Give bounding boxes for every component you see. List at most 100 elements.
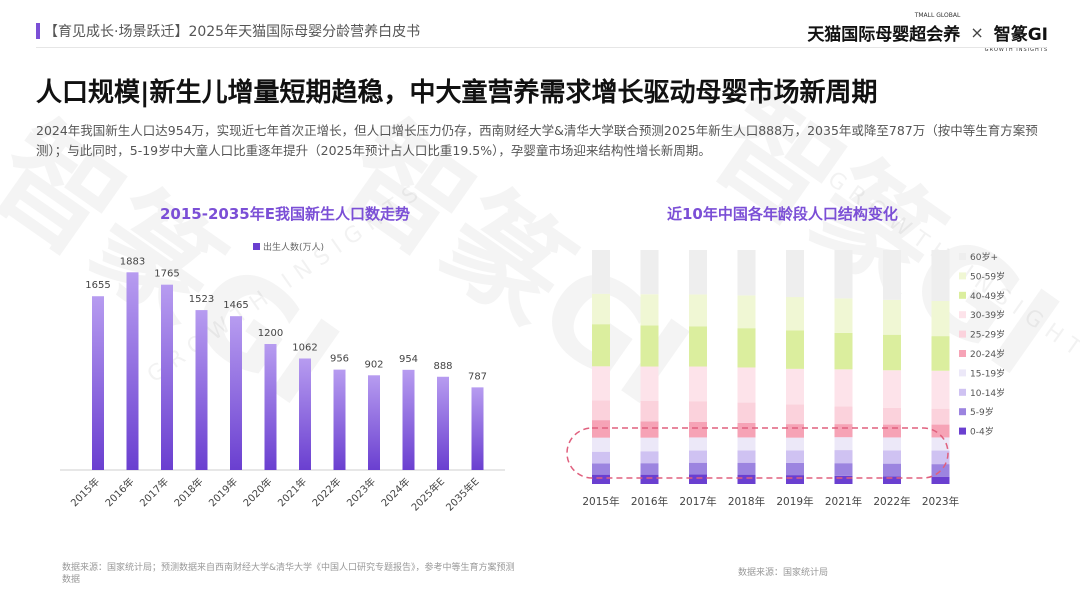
x-tick-label: 2019年	[776, 495, 813, 508]
stack-segment	[786, 404, 804, 425]
stack-segment	[737, 450, 756, 463]
stack-segment	[786, 424, 804, 438]
stack-segment	[737, 328, 756, 368]
bar	[264, 344, 277, 470]
stack-segment	[786, 450, 804, 463]
data-label: 1883	[120, 256, 145, 267]
stack-segment	[883, 476, 901, 484]
legend-label: 10-14岁	[970, 387, 1005, 399]
stack-segment	[786, 330, 804, 369]
stack-segment	[834, 250, 853, 299]
stack-segment	[592, 437, 610, 452]
data-label: 956	[330, 354, 349, 365]
stack-segment	[640, 463, 659, 475]
bar	[161, 284, 173, 470]
legend-swatch	[959, 311, 966, 319]
stack-segment	[883, 437, 901, 451]
page-title: 人口规模|新生儿增量短期趋稳，中大童营养需求增长驱动母婴市场新周期	[36, 78, 878, 108]
stack-segment	[689, 326, 707, 367]
data-label: 1200	[258, 328, 283, 339]
stack-segment	[883, 250, 901, 300]
bar	[471, 387, 484, 470]
header-bar: 【育见成长·场景跃迁】2025年天猫国际母婴分龄营养白皮书 天猫国际母婴超会养 …	[0, 0, 1080, 53]
stack-segment	[931, 301, 950, 337]
bar	[92, 296, 104, 470]
legend-label: 15-19岁	[970, 367, 1005, 379]
stack-segment	[640, 400, 659, 422]
stack-segment	[931, 476, 950, 484]
stack-segment	[689, 366, 707, 402]
legend-swatch	[253, 243, 260, 250]
legend-swatch	[959, 330, 966, 338]
stack-segment	[640, 437, 659, 452]
data-label: 1655	[85, 280, 110, 291]
stack-segment	[689, 450, 707, 463]
stack-segment	[883, 424, 901, 438]
legend-label: 20-24岁	[970, 348, 1005, 360]
stack-segment	[640, 325, 659, 367]
stack-segment	[834, 332, 853, 370]
bar	[402, 369, 415, 470]
bar	[437, 376, 449, 470]
bar	[230, 316, 242, 470]
stack-segment	[834, 424, 853, 438]
data-label: 902	[364, 359, 383, 370]
stack-segment	[786, 462, 804, 476]
stack-segment	[689, 437, 707, 451]
legend-label: 出生人数(万人)	[263, 241, 324, 253]
legend-swatch	[959, 388, 966, 396]
stack-segment	[592, 250, 610, 294]
legend-label: 30-39岁	[970, 309, 1005, 321]
legend-label: 0-4岁	[970, 426, 994, 438]
stack-segment	[931, 370, 950, 409]
stack-segment	[786, 368, 804, 405]
source-note-age: 数据来源：国家统计局	[738, 568, 829, 578]
stack-segment	[640, 421, 659, 438]
stack-segment	[931, 437, 950, 451]
data-label: 1765	[154, 269, 179, 280]
stack-segment	[931, 336, 950, 371]
x-tick-label: 2018年	[728, 495, 765, 508]
header-divider	[36, 47, 1046, 48]
stack-segment	[737, 250, 756, 296]
x-tick-label: 2016年	[631, 495, 668, 508]
logo-group: 天猫国际母婴超会养 TMALL GLOBAL × 智篆GI GROWTH INS…	[807, 12, 1048, 53]
legend-swatch	[959, 427, 966, 435]
x-tick-label: 2021年	[825, 495, 862, 508]
legend-label: 60岁+	[970, 251, 998, 263]
bar	[299, 358, 311, 470]
stack-segment	[737, 422, 756, 438]
stack-segment	[883, 334, 901, 371]
x-tick-label: 2017年	[679, 495, 716, 508]
stack-segment	[592, 293, 610, 325]
report-title: 【育见成长·场景跃迁】2025年天猫国际母婴分龄营养白皮书	[36, 21, 420, 41]
stack-segment	[689, 401, 707, 422]
page-description: 2024年我国新生人口达954万，实现近七年首次正增长，但人口增长压力仍存，西南…	[36, 123, 1038, 158]
stack-segment	[689, 294, 707, 327]
gi-logo: 智篆GI GROWTH INSIGHTS	[984, 25, 1048, 53]
accent-bar	[36, 23, 40, 39]
data-label: 888	[433, 361, 452, 372]
stack-segment	[737, 474, 756, 484]
stack-segment	[834, 475, 853, 484]
stack-segment	[737, 402, 756, 423]
bar	[368, 375, 380, 470]
x-tick-label: 2023年	[922, 495, 959, 508]
times-icon: ×	[970, 23, 984, 42]
legend-swatch	[959, 291, 966, 299]
stack-segment	[931, 250, 950, 302]
highlight-ellipse	[566, 427, 949, 479]
data-label: 1465	[223, 300, 248, 311]
stack-segment	[931, 450, 950, 465]
data-label: 954	[399, 354, 418, 365]
stack-segment	[592, 324, 610, 367]
stack-segment	[689, 250, 707, 295]
stack-segment	[592, 366, 610, 401]
stack-segment	[737, 437, 756, 451]
stack-segment	[834, 463, 853, 476]
stack-segment	[737, 367, 756, 403]
stack-segment	[883, 407, 901, 425]
bar	[195, 310, 208, 470]
